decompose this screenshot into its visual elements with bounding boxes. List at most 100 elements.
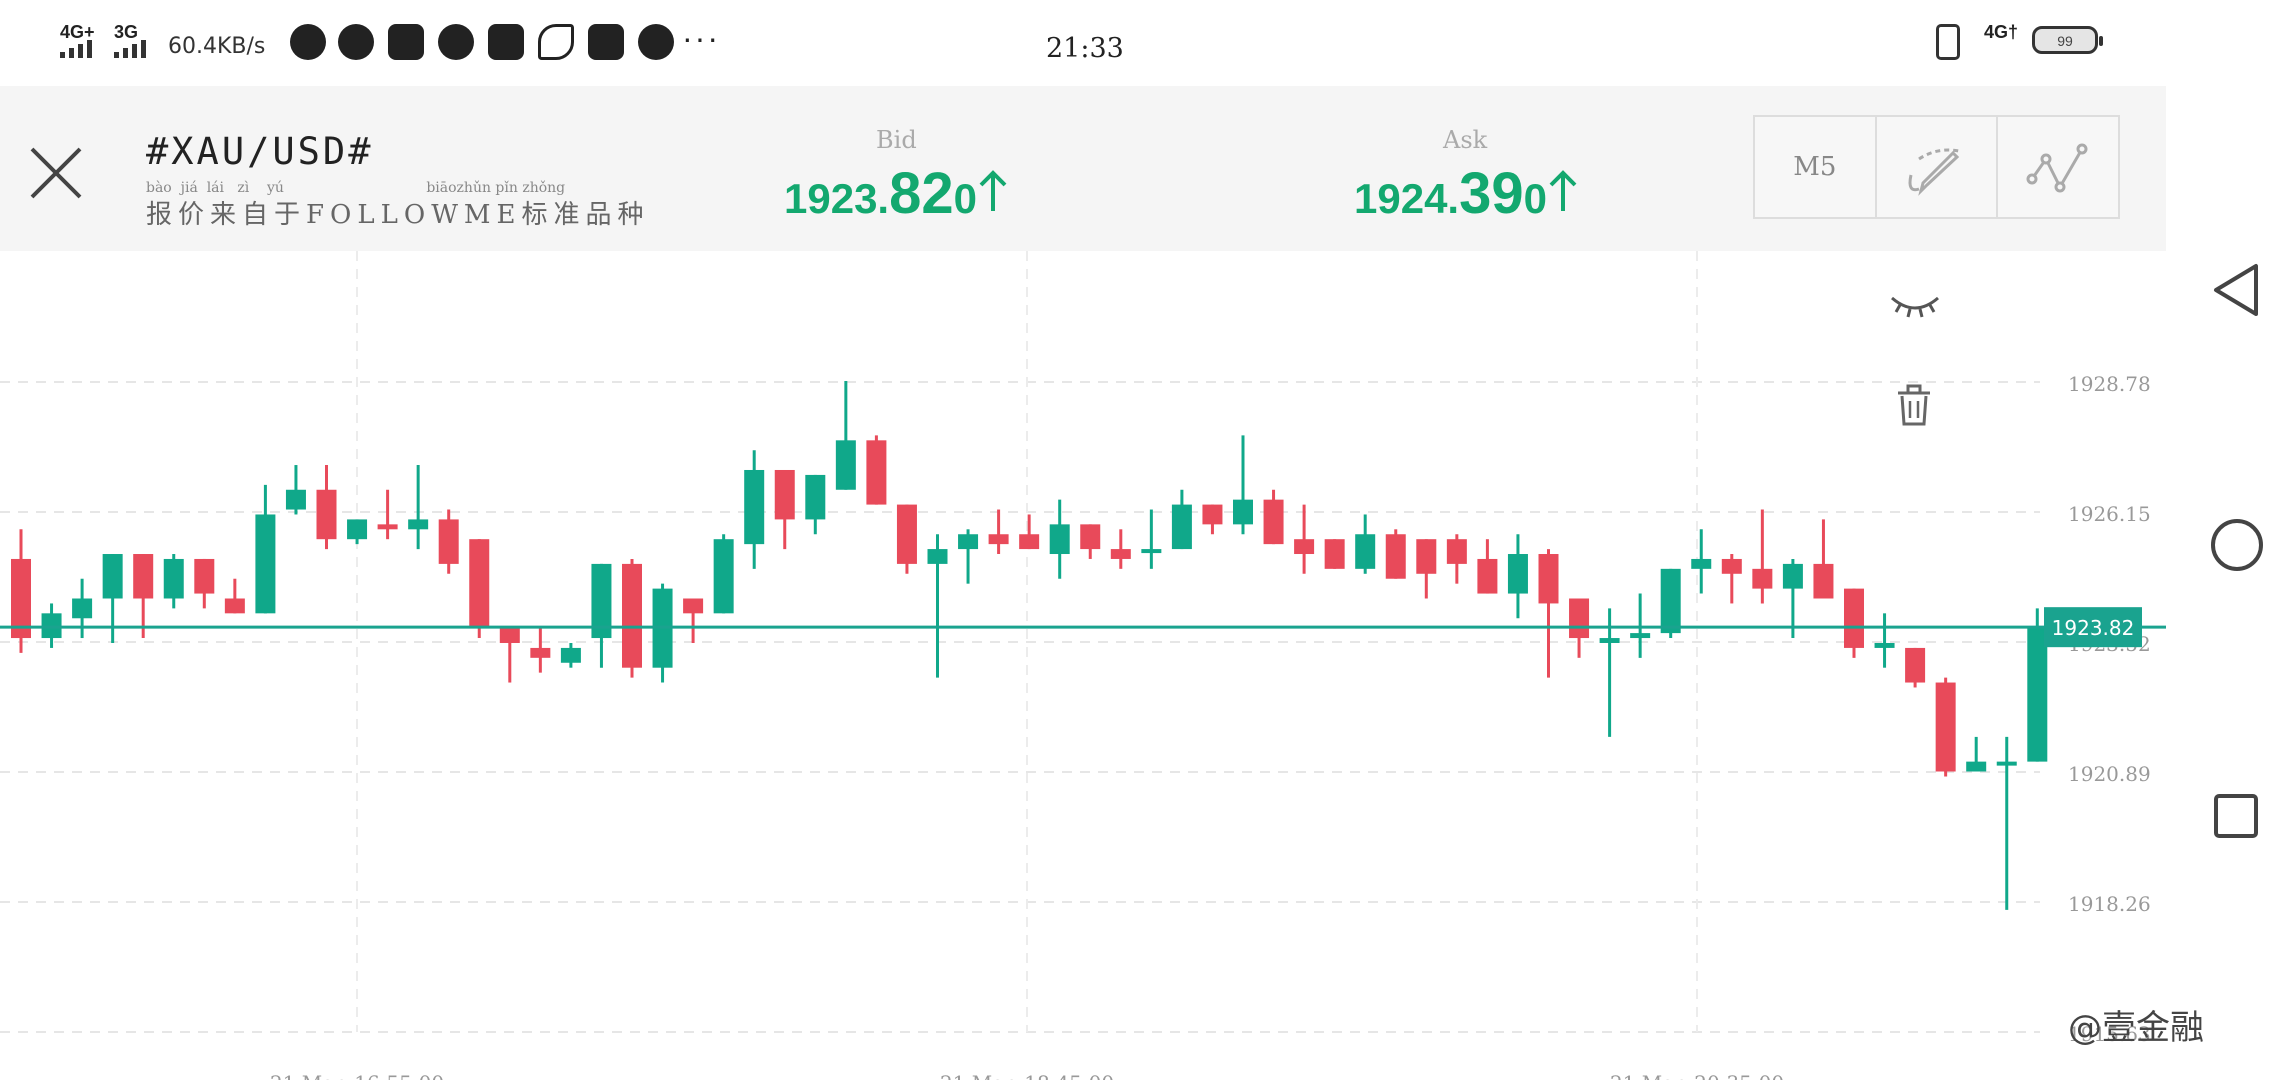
close-button[interactable] [18, 135, 94, 211]
candle-body [1477, 558, 1498, 594]
vibrate-icon [1936, 24, 1960, 60]
inbox-icon [388, 24, 424, 60]
ask-price: 1924.390 [1354, 160, 1579, 227]
bid-label: Bid [876, 126, 917, 154]
candle-body [683, 598, 704, 614]
y-tick-label: 1928.78 [2068, 372, 2151, 396]
candle-body [72, 598, 93, 619]
current-price-tag [2044, 607, 2142, 648]
subtitle-pinyin: bào jiá lái zì yú biāozhǔn pǐn zhǒng [146, 180, 566, 196]
candle-body [347, 519, 368, 540]
candle-body [1630, 633, 1651, 639]
candle-body [835, 440, 856, 490]
candle-body [408, 519, 429, 530]
candlestick-chart[interactable]: 1928.781926.151923.521920.891918.261915.… [0, 251, 2166, 1080]
candle-body [1691, 558, 1712, 569]
candle-body [988, 534, 1009, 545]
candle-body [1874, 642, 1895, 648]
watermark: @壹金融 [2068, 1008, 2204, 1048]
candle-body [1385, 534, 1406, 579]
candle-body [1660, 568, 1681, 634]
candle-body [1446, 539, 1467, 564]
status-bar: 4G+ 3G 60.4KB/s ··· 21:33 4G† 99 [0, 0, 2280, 86]
candle-body [316, 489, 337, 540]
hide-eye-icon[interactable] [1888, 290, 1942, 320]
candle-body [622, 563, 642, 668]
x-tick-label: 21 Mar, 20:35:00 [1610, 1071, 1784, 1080]
draw-tool-button[interactable] [1877, 117, 1999, 217]
candle-body [194, 558, 215, 594]
current-price-label: 1923.82 [2052, 616, 2135, 640]
candle-body [560, 647, 581, 663]
recents-icon[interactable] [2212, 792, 2260, 840]
indicator-button[interactable] [1998, 117, 2118, 217]
price-up-arrow-icon [979, 170, 1007, 211]
candle-body [499, 628, 520, 643]
y-tick-label: 1926.15 [2068, 502, 2151, 526]
candle-body [1782, 563, 1803, 589]
candle-body [11, 558, 31, 639]
x-tick-label: 21 Mar, 18:45:00 [940, 1071, 1114, 1080]
candle-body [285, 489, 306, 510]
candle-body [1110, 549, 1131, 559]
network-speed: 60.4KB/s [168, 34, 266, 59]
candle-body [1080, 524, 1101, 550]
candle-body [1905, 647, 1926, 683]
candle-body [224, 598, 245, 614]
candle-body [1171, 504, 1192, 550]
pinwheel-icon [290, 24, 326, 60]
candle-body [1966, 761, 1987, 772]
battery-level: 99 [2057, 33, 2073, 49]
clock: 21:33 [1046, 33, 1124, 64]
candle-body [958, 534, 979, 550]
quote-header: #XAU/USD# bào jiá lái zì yú biāozhǔn pǐn… [0, 86, 2166, 251]
chat-icon [638, 24, 674, 60]
candle-body [1263, 499, 1284, 545]
ask-label: Ask [1443, 126, 1488, 154]
quote-source-subtitle: 报价来自于FOLLOWME标准品种 [146, 200, 650, 230]
candle-body [774, 469, 795, 520]
candle-body [133, 554, 154, 599]
sim3-type: 4G† [1984, 22, 2019, 42]
candle-body [530, 647, 551, 658]
candle-body [255, 514, 276, 614]
phone-icon [538, 24, 574, 60]
candle-body [377, 524, 398, 530]
candle-body [805, 474, 826, 520]
candle-body [1599, 638, 1620, 643]
candle-body [102, 554, 123, 599]
sim2-type: 3G [114, 22, 139, 42]
bolt-icon [588, 24, 624, 60]
candle-body [866, 440, 887, 505]
candle-body [1202, 504, 1223, 525]
symbol-title: #XAU/USD# [146, 130, 374, 173]
line-tool-icon [2026, 143, 2088, 193]
trash-icon[interactable] [1894, 384, 1934, 428]
back-icon[interactable] [2210, 262, 2260, 318]
candle-body [1935, 682, 1956, 772]
candle-body [744, 469, 765, 545]
home-icon[interactable] [2210, 518, 2264, 572]
candle-body [1233, 499, 1253, 525]
candle-body [1721, 558, 1742, 574]
price-up-arrow-icon [1549, 170, 1577, 211]
candle-body [1813, 563, 1834, 599]
timeframe-button[interactable]: M5 [1755, 117, 1877, 217]
candle-body [1324, 539, 1345, 569]
y-tick-label: 1915.63 [2068, 1022, 2151, 1046]
candle-body [1752, 568, 1773, 589]
candle-body [591, 563, 612, 639]
wechat-icon [438, 24, 474, 60]
candle-body [927, 549, 948, 564]
sim1-type: 4G+ [60, 22, 95, 42]
bid-price: 1923.820 [784, 160, 1009, 227]
candle-body [1294, 539, 1315, 555]
mail-icon [488, 24, 524, 60]
signal-strength-icon [114, 40, 146, 58]
candle-body [896, 504, 917, 564]
candle-body [438, 519, 459, 564]
candle-body [1416, 539, 1437, 574]
candle-body [1355, 534, 1376, 569]
candle-body [1996, 761, 2017, 766]
candle-body [163, 558, 184, 599]
